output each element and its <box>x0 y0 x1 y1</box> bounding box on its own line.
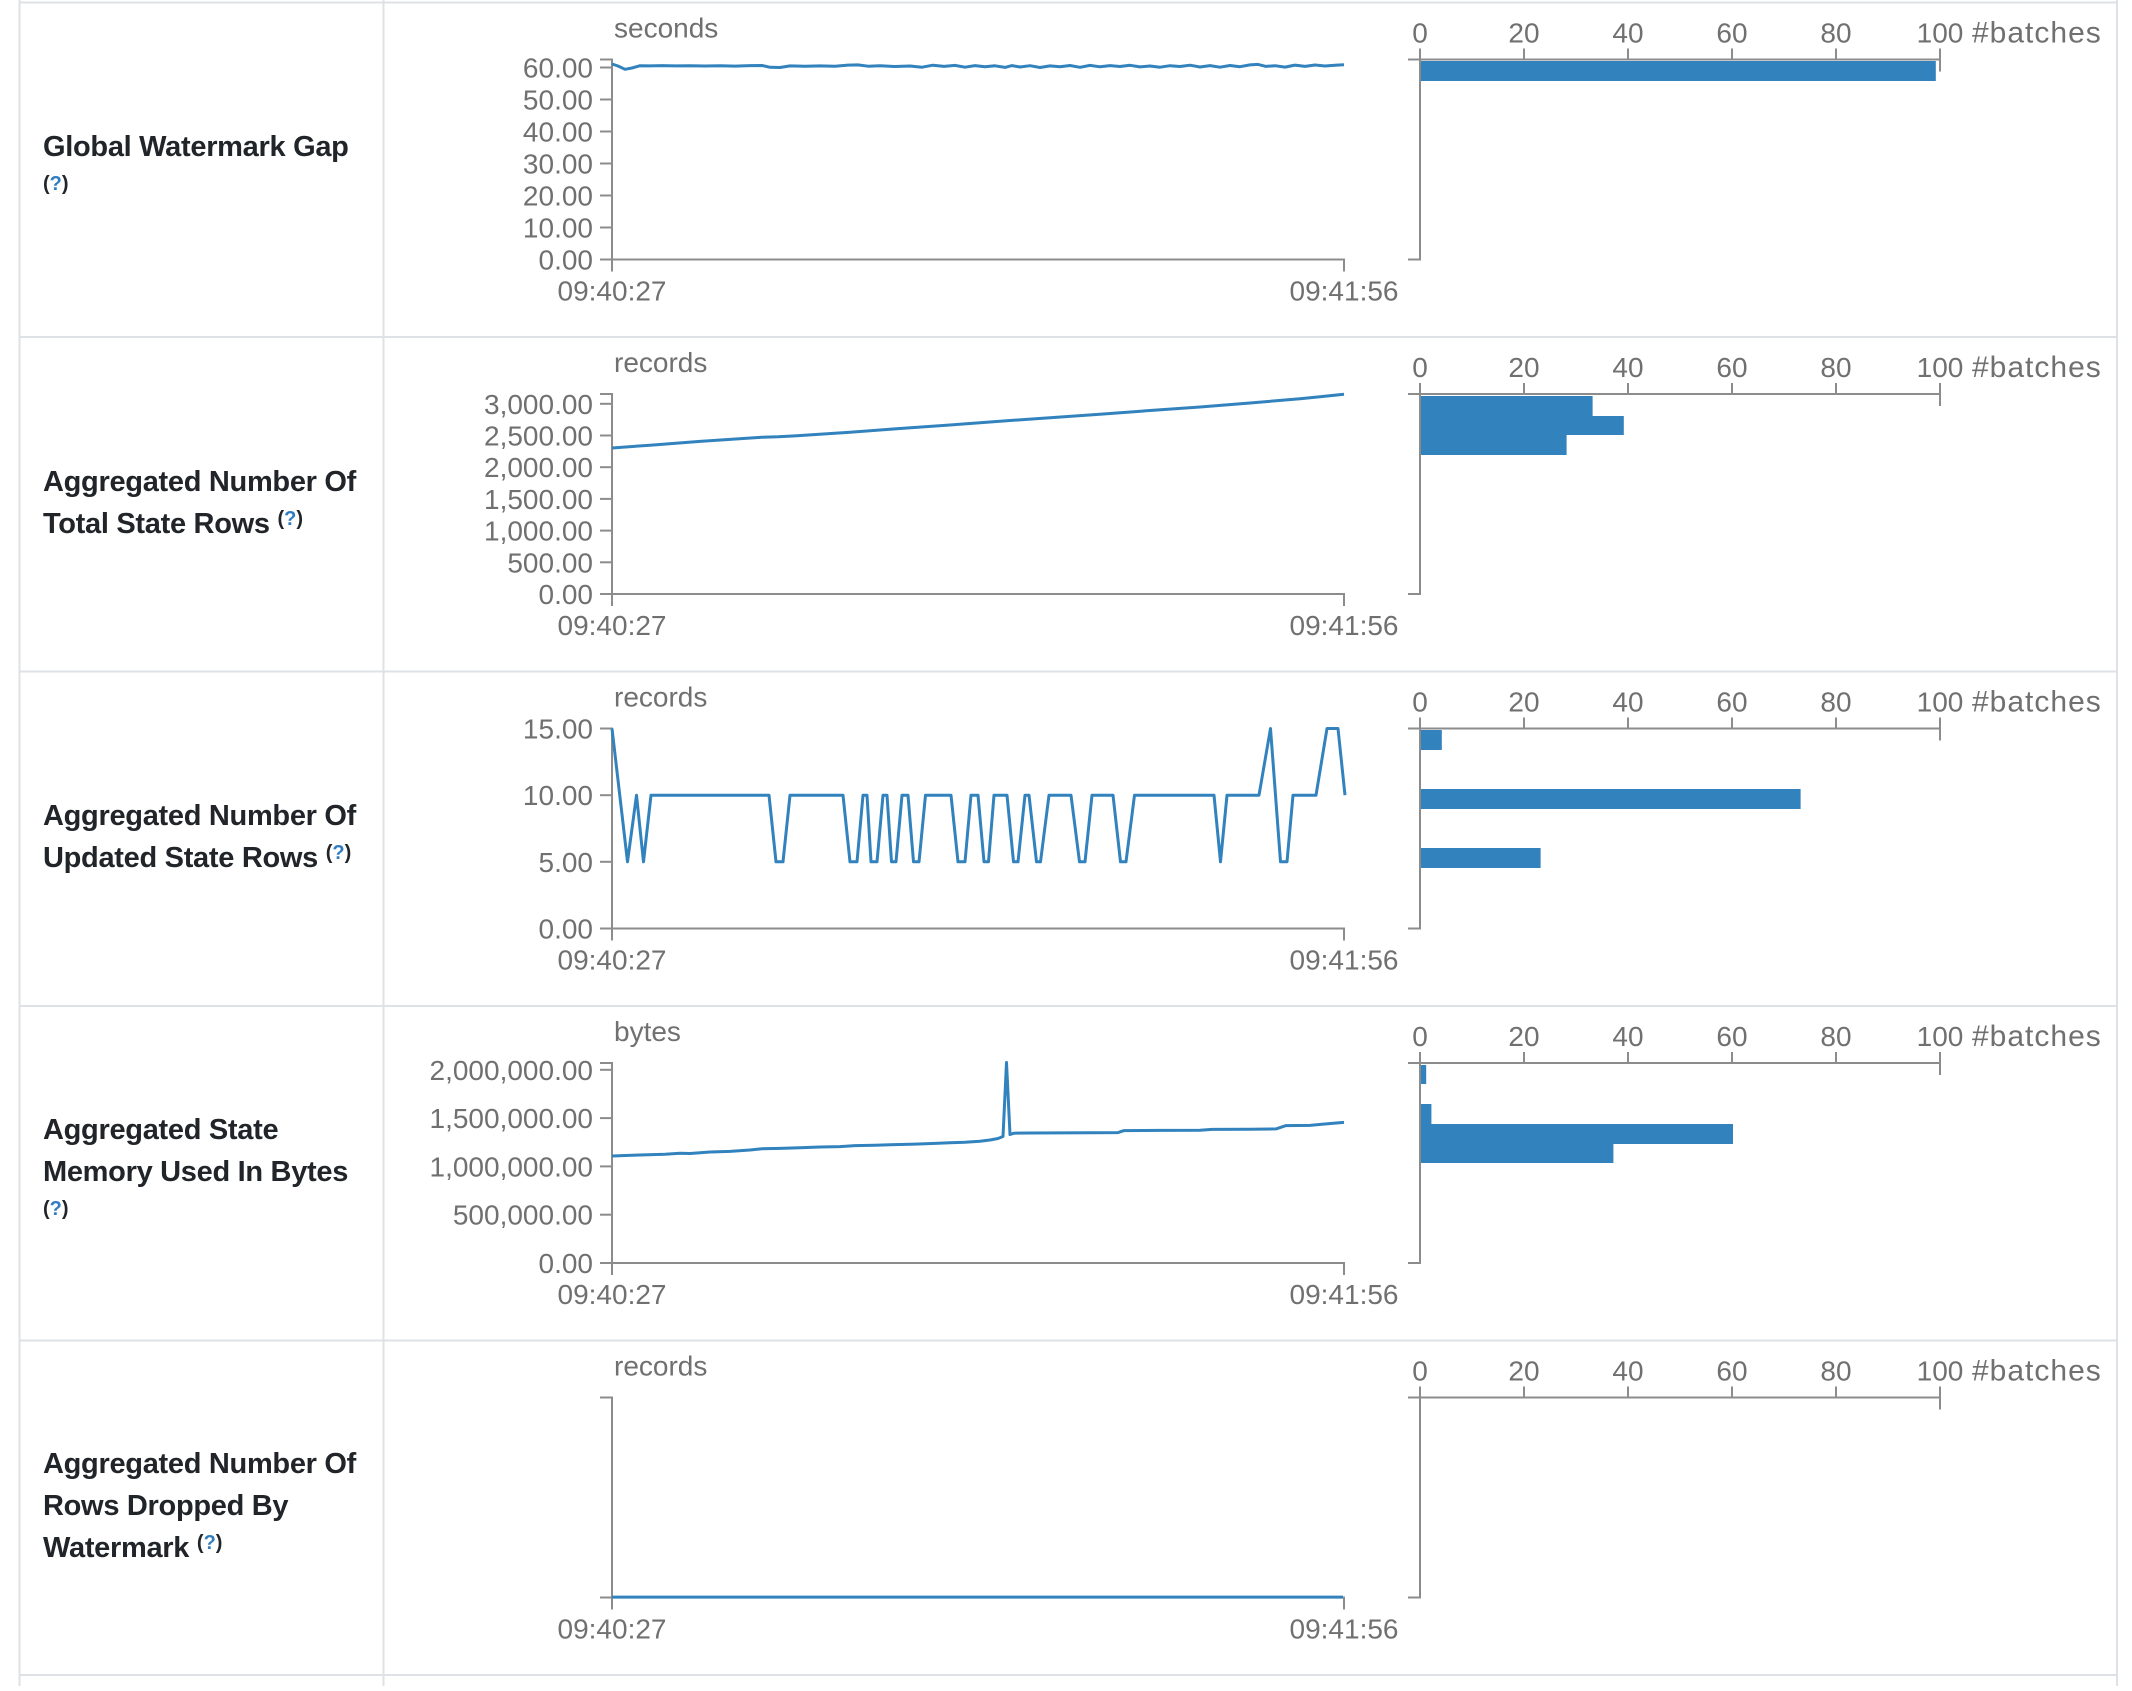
svg-text:5.00: 5.00 <box>539 847 594 878</box>
svg-text:#batches: #batches <box>1972 1020 2102 1053</box>
svg-text:40: 40 <box>1612 1021 1643 1052</box>
svg-text:2,000.00: 2,000.00 <box>484 452 593 483</box>
svg-text:#batches: #batches <box>1972 1355 2102 1388</box>
svg-text:1,000,000.00: 1,000,000.00 <box>430 1151 594 1182</box>
svg-text:09:41:56: 09:41:56 <box>1290 1279 1399 1310</box>
svg-text:40: 40 <box>1612 352 1643 383</box>
svg-text:2,500.00: 2,500.00 <box>484 421 593 452</box>
svg-text:100: 100 <box>1917 1021 1964 1052</box>
svg-text:80: 80 <box>1820 1356 1851 1387</box>
svg-text:#batches: #batches <box>1972 351 2102 384</box>
svg-text:#batches: #batches <box>1972 686 2102 719</box>
svg-text:60: 60 <box>1716 352 1747 383</box>
svg-text:60.00: 60.00 <box>523 53 593 84</box>
svg-text:500,000.00: 500,000.00 <box>453 1200 593 1231</box>
svg-text:09:41:56: 09:41:56 <box>1290 1614 1399 1645</box>
svg-text:09:41:56: 09:41:56 <box>1290 276 1399 307</box>
svg-text:records: records <box>614 682 707 713</box>
svg-text:bytes: bytes <box>614 1016 681 1047</box>
svg-text:3,000.00: 3,000.00 <box>484 389 593 420</box>
svg-text:15.00: 15.00 <box>523 714 593 745</box>
svg-text:0.00: 0.00 <box>539 579 594 610</box>
svg-text:30.00: 30.00 <box>523 149 593 180</box>
svg-text:0: 0 <box>1412 1021 1428 1052</box>
svg-text:50.00: 50.00 <box>523 85 593 116</box>
svg-text:20: 20 <box>1508 352 1539 383</box>
svg-text:09:40:27: 09:40:27 <box>558 610 667 641</box>
svg-text:40.00: 40.00 <box>523 117 593 148</box>
svg-text:20: 20 <box>1508 687 1539 718</box>
svg-text:0.00: 0.00 <box>539 914 594 945</box>
svg-text:500.00: 500.00 <box>507 547 593 578</box>
svg-text:80: 80 <box>1820 687 1851 718</box>
svg-text:09:40:27: 09:40:27 <box>558 276 667 307</box>
svg-text:1,500,000.00: 1,500,000.00 <box>430 1103 594 1134</box>
svg-text:60: 60 <box>1716 1021 1747 1052</box>
svg-text:seconds: seconds <box>614 13 718 44</box>
svg-text:60: 60 <box>1716 18 1747 49</box>
svg-text:100: 100 <box>1917 352 1964 383</box>
svg-text:2,000,000.00: 2,000,000.00 <box>430 1055 594 1086</box>
svg-text:100: 100 <box>1917 18 1964 49</box>
svg-text:0.00: 0.00 <box>539 1248 594 1279</box>
svg-text:1,000.00: 1,000.00 <box>484 516 593 547</box>
svg-text:0: 0 <box>1412 352 1428 383</box>
svg-text:100: 100 <box>1917 1356 1964 1387</box>
svg-text:records: records <box>614 347 707 378</box>
svg-text:0.00: 0.00 <box>539 245 594 276</box>
svg-text:80: 80 <box>1820 352 1851 383</box>
svg-text:40: 40 <box>1612 687 1643 718</box>
svg-text:09:40:27: 09:40:27 <box>558 1279 667 1310</box>
svg-text:09:40:27: 09:40:27 <box>558 945 667 976</box>
svg-text:09:41:56: 09:41:56 <box>1290 610 1399 641</box>
svg-text:20.00: 20.00 <box>523 181 593 212</box>
svg-text:1,500.00: 1,500.00 <box>484 484 593 515</box>
svg-text:40: 40 <box>1612 1356 1643 1387</box>
svg-text:10.00: 10.00 <box>523 213 593 244</box>
svg-text:40: 40 <box>1612 18 1643 49</box>
svg-text:0: 0 <box>1412 1356 1428 1387</box>
svg-text:10.00: 10.00 <box>523 780 593 811</box>
svg-text:60: 60 <box>1716 1356 1747 1387</box>
svg-text:20: 20 <box>1508 1021 1539 1052</box>
svg-text:80: 80 <box>1820 18 1851 49</box>
svg-text:60: 60 <box>1716 687 1747 718</box>
svg-text:09:40:27: 09:40:27 <box>558 1614 667 1645</box>
svg-text:80: 80 <box>1820 1021 1851 1052</box>
svg-text:100: 100 <box>1917 687 1964 718</box>
svg-text:20: 20 <box>1508 18 1539 49</box>
svg-text:20: 20 <box>1508 1356 1539 1387</box>
svg-text:#batches: #batches <box>1972 17 2102 50</box>
svg-text:0: 0 <box>1412 687 1428 718</box>
svg-text:records: records <box>614 1351 707 1382</box>
svg-text:09:41:56: 09:41:56 <box>1290 945 1399 976</box>
svg-text:0: 0 <box>1412 18 1428 49</box>
